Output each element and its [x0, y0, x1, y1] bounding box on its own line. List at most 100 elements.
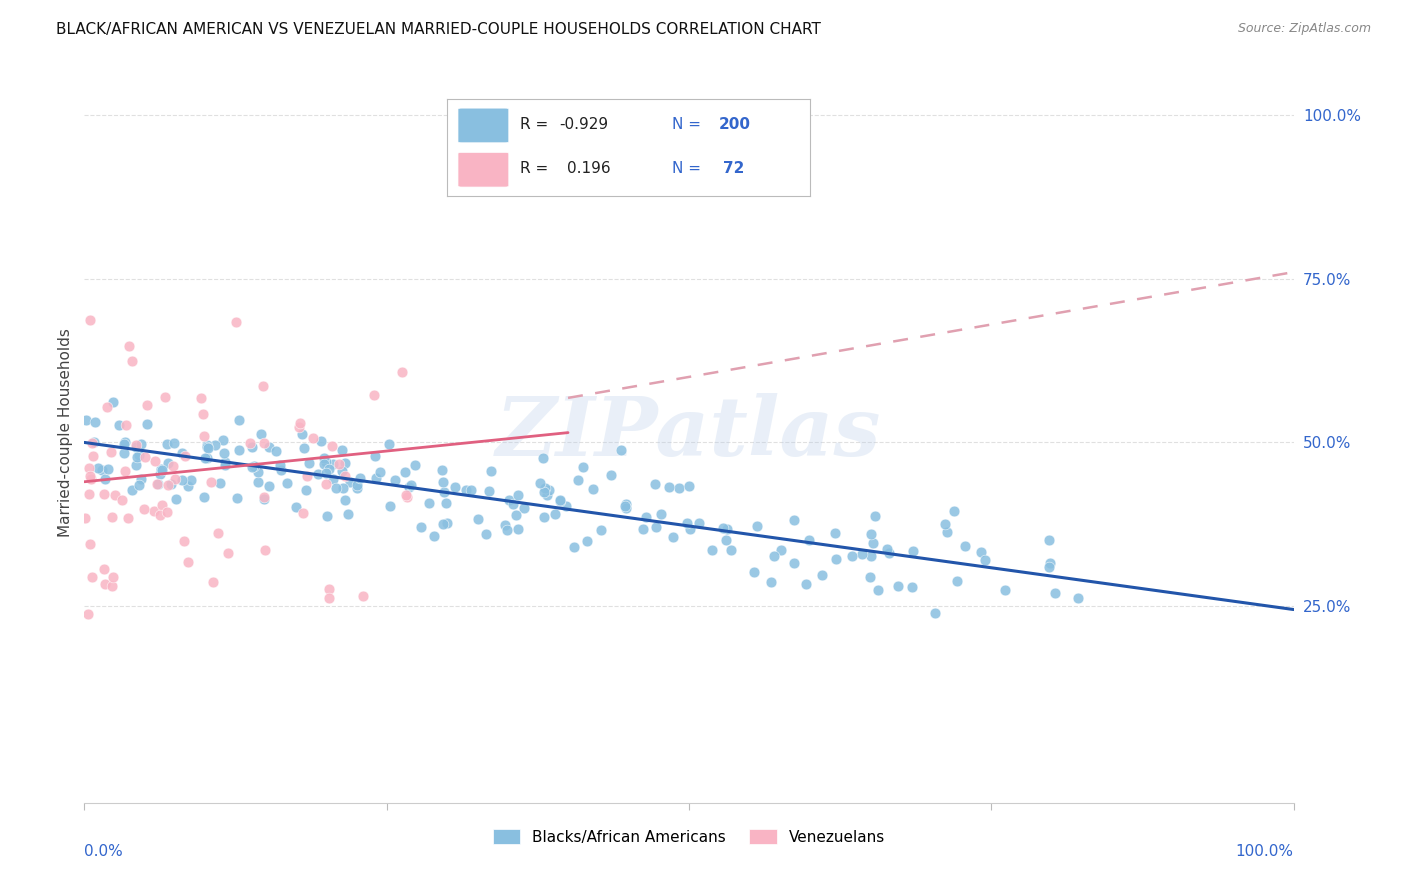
- Point: [679, 522, 702, 536]
- Point: [316, 508, 339, 523]
- Point: [533, 484, 555, 499]
- Point: [162, 458, 184, 473]
- Point: [180, 473, 202, 487]
- Point: [134, 450, 156, 464]
- Point: [228, 443, 250, 458]
- Point: [112, 437, 135, 451]
- Point: [193, 429, 215, 443]
- Point: [330, 443, 353, 458]
- Point: [531, 450, 554, 465]
- Point: [264, 443, 287, 458]
- Point: [411, 520, 433, 534]
- Point: [269, 458, 291, 473]
- Point: [859, 527, 882, 541]
- Point: [1067, 591, 1090, 605]
- Point: [970, 545, 993, 559]
- Point: [125, 450, 148, 464]
- Point: [84, 416, 107, 430]
- Point: [394, 465, 416, 479]
- Point: [94, 472, 117, 486]
- Point: [337, 507, 360, 521]
- Point: [538, 483, 561, 497]
- Point: [318, 582, 340, 597]
- Point: [631, 523, 654, 537]
- Point: [197, 442, 219, 456]
- Point: [314, 457, 336, 471]
- Point: [225, 315, 247, 329]
- Point: [172, 473, 194, 487]
- Point: [149, 508, 172, 522]
- Legend: Blacks/African Americans, Venezuelans: Blacks/African Americans, Venezuelans: [486, 822, 891, 851]
- Point: [82, 449, 104, 463]
- Y-axis label: Married-couple Households: Married-couple Households: [58, 328, 73, 537]
- Point: [936, 525, 959, 540]
- Point: [432, 516, 454, 531]
- Point: [423, 529, 446, 543]
- Point: [193, 450, 215, 465]
- Point: [742, 565, 765, 579]
- Point: [678, 479, 700, 493]
- Point: [714, 533, 737, 547]
- Point: [401, 478, 423, 492]
- Point: [101, 395, 124, 409]
- Point: [924, 607, 946, 621]
- Point: [125, 438, 148, 452]
- Point: [117, 511, 139, 525]
- Point: [292, 441, 315, 455]
- Point: [295, 469, 318, 483]
- Point: [886, 579, 908, 593]
- Point: [942, 504, 965, 518]
- Point: [253, 492, 276, 507]
- Point: [253, 490, 276, 504]
- Point: [862, 536, 884, 550]
- Point: [475, 526, 498, 541]
- Point: [720, 542, 742, 557]
- Point: [146, 476, 169, 491]
- Point: [114, 464, 136, 478]
- Point: [384, 473, 406, 487]
- Point: [291, 506, 314, 520]
- Text: Source: ZipAtlas.com: Source: ZipAtlas.com: [1237, 22, 1371, 36]
- Point: [270, 463, 292, 477]
- Point: [418, 495, 440, 509]
- Point: [103, 570, 125, 584]
- Point: [318, 461, 340, 475]
- Point: [934, 516, 956, 531]
- Point: [533, 509, 555, 524]
- Point: [96, 400, 118, 414]
- Point: [536, 488, 558, 502]
- Point: [82, 436, 104, 450]
- Point: [644, 477, 666, 491]
- Point: [824, 552, 846, 566]
- Point: [513, 500, 536, 515]
- Point: [124, 440, 146, 454]
- Text: 100.0%: 100.0%: [1236, 844, 1294, 858]
- Point: [73, 510, 96, 524]
- Point: [214, 455, 236, 469]
- Point: [335, 468, 357, 483]
- Point: [668, 481, 690, 495]
- Point: [572, 459, 595, 474]
- Point: [93, 562, 115, 576]
- Point: [314, 450, 336, 465]
- Point: [645, 519, 668, 533]
- Point: [662, 530, 685, 544]
- Point: [177, 555, 200, 569]
- Point: [404, 458, 426, 472]
- Point: [195, 438, 218, 452]
- Point: [150, 463, 173, 477]
- Point: [575, 534, 598, 549]
- Point: [534, 481, 557, 495]
- Point: [247, 465, 270, 479]
- Point: [170, 445, 193, 459]
- Point: [239, 436, 262, 450]
- Point: [650, 507, 672, 521]
- Point: [811, 568, 834, 582]
- Point: [125, 458, 148, 472]
- Point: [104, 487, 127, 501]
- Point: [77, 461, 100, 475]
- Point: [132, 501, 155, 516]
- Point: [745, 518, 768, 533]
- Point: [494, 517, 516, 532]
- Point: [97, 462, 120, 476]
